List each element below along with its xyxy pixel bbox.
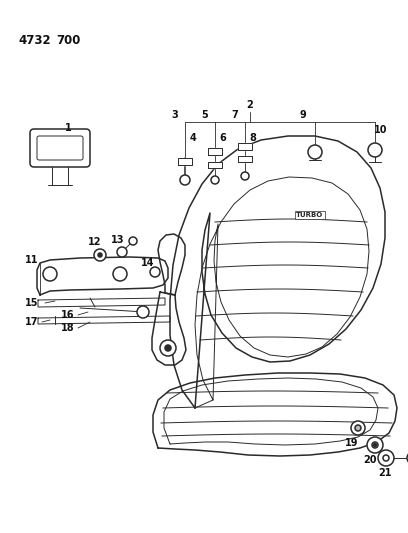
Circle shape: [367, 437, 383, 453]
Text: 9: 9: [299, 110, 306, 120]
Text: 4: 4: [190, 133, 196, 143]
Circle shape: [43, 267, 57, 281]
Text: 16: 16: [61, 310, 75, 320]
Polygon shape: [37, 257, 168, 295]
FancyBboxPatch shape: [30, 129, 90, 167]
Text: 4732: 4732: [18, 34, 51, 46]
Polygon shape: [152, 292, 186, 365]
Text: 12: 12: [88, 237, 102, 247]
Text: 18: 18: [61, 323, 75, 333]
Circle shape: [94, 249, 106, 261]
Polygon shape: [238, 143, 252, 150]
Text: 6: 6: [220, 133, 226, 143]
Text: 13: 13: [111, 235, 125, 245]
Circle shape: [368, 143, 382, 157]
Circle shape: [378, 450, 394, 466]
Circle shape: [407, 452, 408, 464]
Text: 14: 14: [141, 258, 155, 268]
Text: 17: 17: [25, 317, 39, 327]
Text: 3: 3: [172, 110, 178, 120]
Circle shape: [383, 455, 389, 461]
Polygon shape: [170, 136, 385, 408]
Text: 700: 700: [56, 34, 80, 46]
Circle shape: [165, 345, 171, 351]
Polygon shape: [38, 316, 170, 324]
Circle shape: [308, 145, 322, 159]
Circle shape: [137, 306, 149, 318]
Polygon shape: [158, 234, 185, 295]
Text: 7: 7: [232, 110, 238, 120]
Polygon shape: [238, 156, 252, 162]
Circle shape: [150, 267, 160, 277]
Text: 10: 10: [374, 125, 388, 135]
Circle shape: [113, 267, 127, 281]
Circle shape: [373, 443, 377, 447]
Text: 2: 2: [246, 100, 253, 110]
Circle shape: [129, 237, 137, 245]
Circle shape: [98, 253, 102, 257]
Text: TURBO: TURBO: [296, 212, 324, 218]
Circle shape: [355, 425, 361, 431]
Text: 20: 20: [363, 455, 377, 465]
Text: 21: 21: [378, 468, 392, 478]
Circle shape: [160, 340, 176, 356]
Text: 11: 11: [25, 255, 39, 265]
Polygon shape: [153, 373, 397, 456]
Circle shape: [211, 176, 219, 184]
Polygon shape: [38, 298, 165, 307]
Polygon shape: [208, 162, 222, 168]
Polygon shape: [178, 158, 192, 165]
Text: 5: 5: [202, 110, 208, 120]
Circle shape: [241, 172, 249, 180]
Polygon shape: [208, 148, 222, 155]
Text: 15: 15: [25, 298, 39, 308]
Circle shape: [351, 421, 365, 435]
Circle shape: [180, 175, 190, 185]
Text: 1: 1: [64, 123, 71, 133]
Circle shape: [372, 442, 378, 448]
FancyBboxPatch shape: [37, 136, 83, 160]
Text: 8: 8: [250, 133, 257, 143]
Circle shape: [117, 247, 127, 257]
Text: 19: 19: [345, 438, 359, 448]
